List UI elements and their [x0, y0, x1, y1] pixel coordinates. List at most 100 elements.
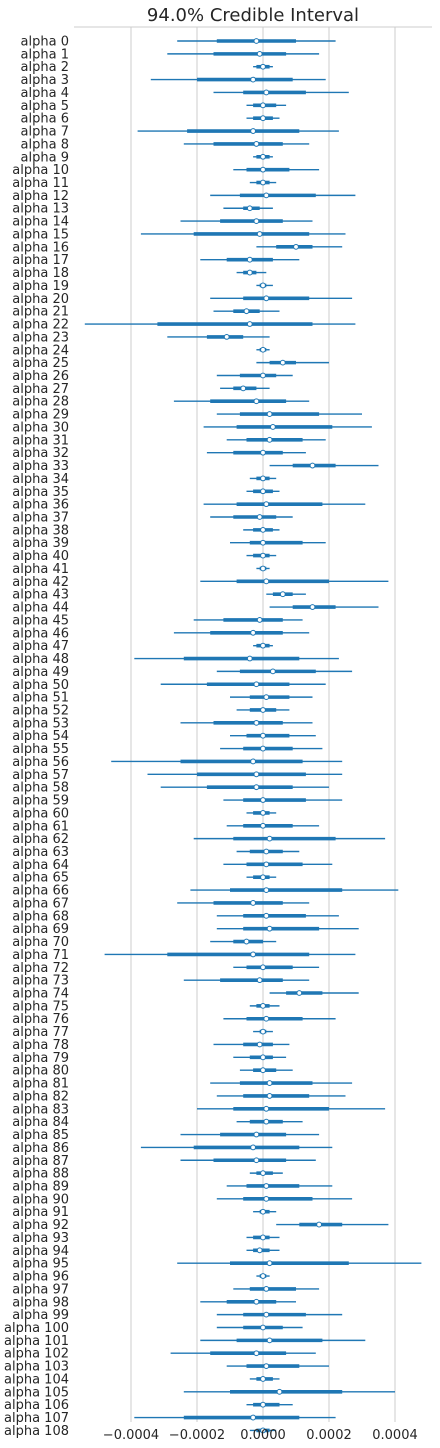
median-point [261, 373, 266, 378]
median-point [261, 180, 266, 185]
median-point [264, 888, 269, 893]
median-point [277, 1389, 282, 1394]
median-point [261, 167, 266, 172]
median-point [264, 296, 269, 301]
median-point [251, 901, 256, 906]
median-point [254, 399, 259, 404]
median-point [254, 142, 259, 147]
median-point [261, 566, 266, 571]
median-point [254, 1351, 259, 1356]
median-point [271, 669, 276, 674]
median-point [280, 592, 285, 597]
median-point [261, 1171, 266, 1176]
median-point [224, 334, 229, 339]
median-point [251, 759, 256, 764]
median-point [251, 1415, 256, 1420]
median-point [261, 643, 266, 648]
median-point [251, 952, 256, 957]
median-point [261, 103, 266, 108]
median-point [261, 708, 266, 713]
median-point [267, 836, 272, 841]
median-point [264, 1287, 269, 1292]
median-point [257, 232, 262, 237]
median-point [254, 682, 259, 687]
x-axis-tick-labels: −0.0004 −0.0002 0.0000 0.0002 0.0004 [103, 1428, 418, 1443]
median-point [261, 965, 266, 970]
median-point [267, 1338, 272, 1343]
median-point [257, 1248, 262, 1253]
median-point [261, 733, 266, 738]
median-point [261, 811, 266, 816]
median-point [264, 502, 269, 507]
median-point [264, 1016, 269, 1021]
median-point [297, 991, 302, 996]
median-point [317, 1222, 322, 1227]
median-point [261, 283, 266, 288]
median-point [261, 1325, 266, 1330]
median-point [254, 772, 259, 777]
median-point [264, 1364, 269, 1369]
row-label: alpha 108 [4, 1424, 69, 1439]
median-point [261, 64, 266, 69]
median-point [254, 1158, 259, 1163]
median-point [247, 257, 252, 262]
median-point [271, 425, 276, 430]
x-tick-label: 0.0000 [240, 1428, 286, 1443]
median-point [267, 1261, 272, 1266]
median-point [261, 489, 266, 494]
median-point [261, 1235, 266, 1240]
median-point [261, 1274, 266, 1279]
median-point [247, 322, 252, 327]
median-point [251, 77, 256, 82]
median-point [247, 206, 252, 211]
median-point [310, 605, 315, 610]
median-point [264, 90, 269, 95]
median-point [244, 939, 249, 944]
median-point [257, 978, 262, 983]
median-point [264, 862, 269, 867]
median-point [261, 875, 266, 880]
x-tick-label: −0.0004 [103, 1428, 159, 1443]
median-point [251, 129, 256, 134]
median-point [254, 1299, 259, 1304]
median-point [264, 579, 269, 584]
median-point [310, 463, 315, 468]
chart-title: 94.0% Credible Interval [147, 5, 359, 26]
median-point [257, 515, 262, 520]
median-point [261, 1068, 266, 1073]
median-point [257, 1042, 262, 1047]
median-point [261, 154, 266, 159]
median-point [264, 1312, 269, 1317]
median-point [267, 926, 272, 931]
median-point [247, 270, 252, 275]
median-point [261, 450, 266, 455]
median-point [261, 1402, 266, 1407]
median-point [261, 1209, 266, 1214]
median-point [261, 746, 266, 751]
median-point [254, 1132, 259, 1137]
median-point [267, 1081, 272, 1086]
median-point [261, 1377, 266, 1382]
median-point [264, 1119, 269, 1124]
x-tick-label: 0.0002 [306, 1428, 352, 1443]
median-point [261, 1055, 266, 1060]
median-point [261, 798, 266, 803]
x-tick-label: −0.0002 [169, 1428, 225, 1443]
interval-rows [85, 39, 422, 1433]
median-point [251, 630, 256, 635]
median-point [267, 437, 272, 442]
median-point [280, 360, 285, 365]
median-point [261, 553, 266, 558]
median-point [267, 1094, 272, 1099]
median-point [261, 1003, 266, 1008]
median-point [247, 656, 252, 661]
median-point [254, 219, 259, 224]
median-point [261, 540, 266, 545]
median-point [261, 1029, 266, 1034]
median-point [294, 244, 299, 249]
median-point [264, 1106, 269, 1111]
median-point [264, 1196, 269, 1201]
median-point [264, 849, 269, 854]
median-point [264, 695, 269, 700]
median-point [254, 39, 259, 44]
